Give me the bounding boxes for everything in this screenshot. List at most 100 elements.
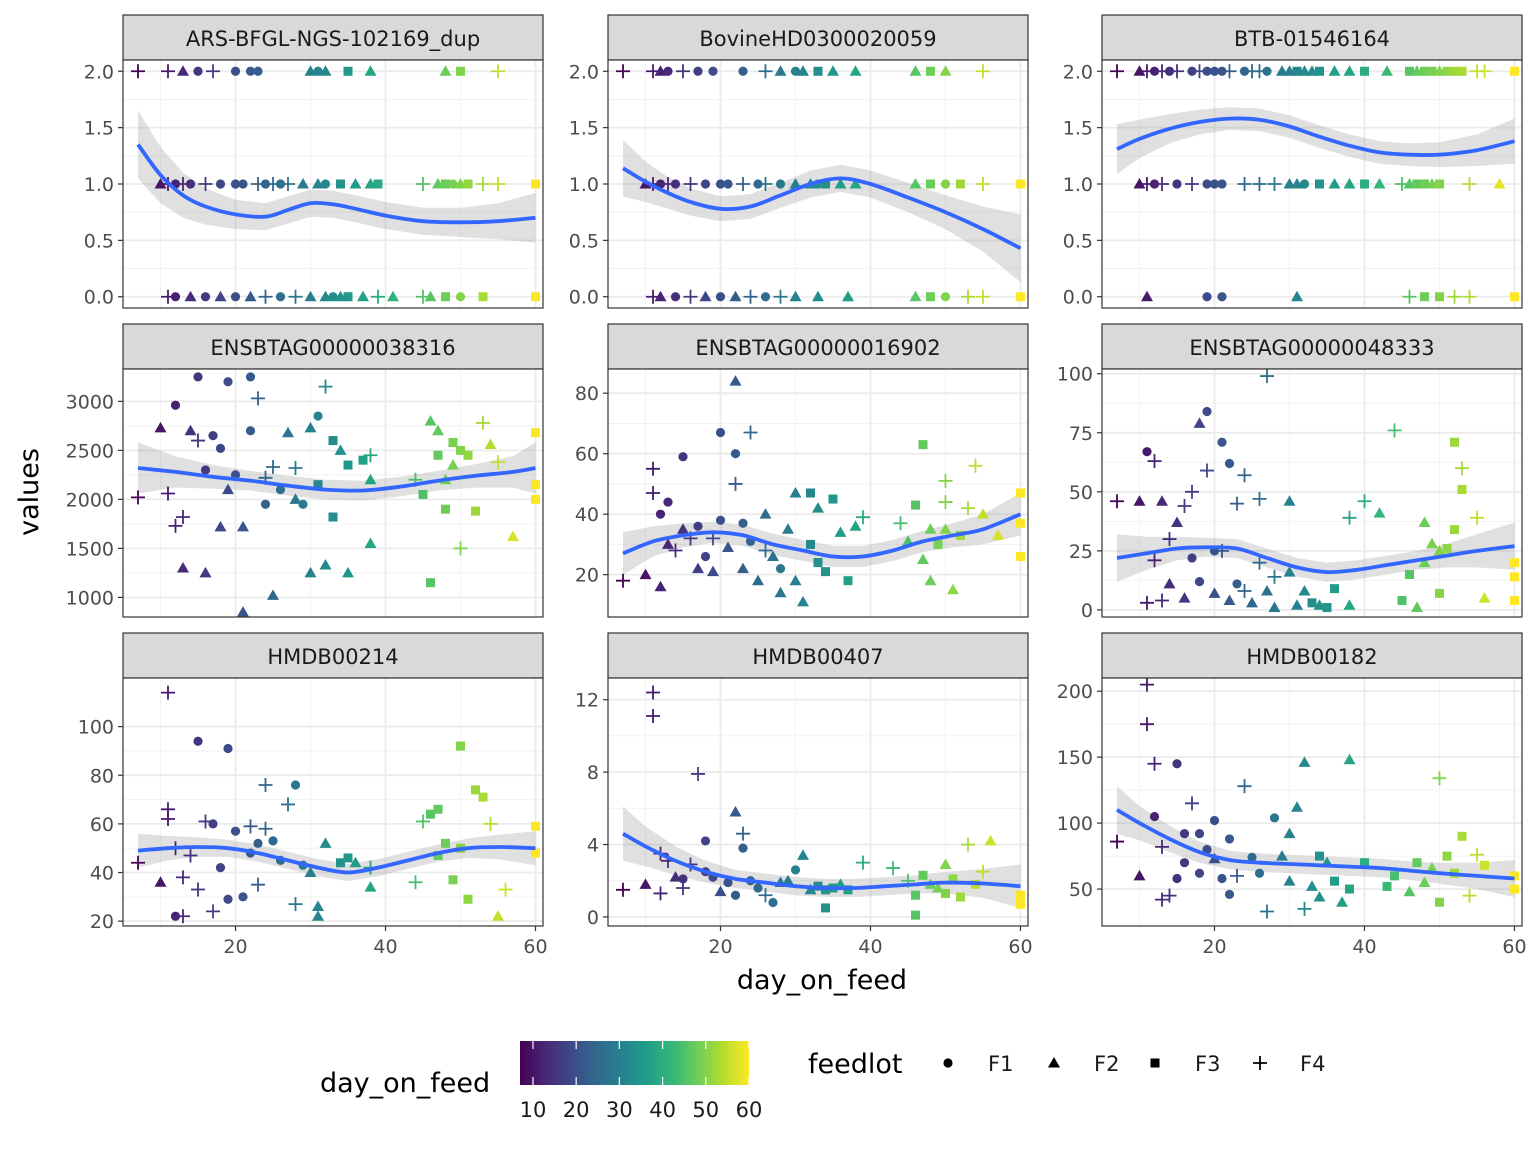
data-point — [668, 543, 683, 558]
data-point — [1493, 178, 1506, 189]
y-tick-label: 2.0 — [84, 61, 114, 83]
y-tick-label: 0.5 — [84, 230, 114, 252]
data-point — [821, 903, 830, 913]
data-point — [827, 65, 839, 76]
panel-plot-area — [616, 375, 1025, 607]
data-point — [1230, 496, 1244, 511]
data-point — [730, 890, 741, 900]
data-point — [328, 292, 338, 302]
data-point — [1147, 756, 1162, 771]
shape-legend-title: feedlot — [808, 1049, 902, 1080]
data-point — [1217, 873, 1227, 884]
data-point — [1360, 179, 1369, 189]
data-point — [1420, 66, 1429, 76]
data-point — [177, 561, 189, 573]
data-point — [1209, 815, 1220, 826]
data-point — [455, 292, 466, 302]
data-point — [1187, 553, 1197, 563]
panel-grid — [1102, 369, 1522, 617]
x-tick-label: 60 — [1502, 936, 1526, 958]
data-point — [230, 179, 241, 189]
data-point — [433, 850, 443, 860]
y-tick-label: 25 — [1069, 541, 1093, 563]
data-point — [939, 523, 952, 534]
data-point — [371, 289, 385, 304]
data-point — [304, 421, 317, 433]
data-point — [760, 292, 771, 302]
data-point — [1510, 871, 1519, 881]
data-point — [1426, 861, 1438, 873]
data-point — [245, 372, 256, 382]
confidence-band — [1117, 107, 1515, 174]
data-point — [940, 179, 951, 189]
data-point — [199, 566, 212, 578]
data-point — [758, 543, 773, 558]
color-legend-tick-label: 10 — [520, 1098, 547, 1122]
data-point — [654, 580, 667, 592]
data-point — [1343, 65, 1356, 76]
data-point — [1016, 179, 1025, 189]
data-point — [834, 526, 847, 537]
y-tick-label: 1.5 — [1063, 118, 1093, 140]
data-point — [1477, 64, 1492, 79]
data-point — [1412, 179, 1422, 189]
data-point — [1435, 897, 1444, 907]
data-point — [364, 537, 377, 548]
data-point — [168, 518, 183, 533]
data-point — [646, 461, 660, 476]
data-point — [448, 438, 458, 448]
data-point — [683, 177, 698, 191]
data-point — [1162, 532, 1177, 547]
data-point — [215, 179, 226, 189]
data-point — [1322, 603, 1332, 613]
data-point — [432, 424, 444, 436]
legend-key-circle — [943, 1058, 953, 1068]
smooth-line — [1116, 116, 1515, 158]
data-point — [1435, 179, 1444, 189]
y-tick-label: 3000 — [66, 391, 114, 413]
data-point — [1298, 585, 1311, 596]
facet-title: ENSBTAG00000016902 — [695, 336, 940, 360]
data-point — [1016, 890, 1025, 900]
data-point — [909, 65, 922, 76]
data-point — [856, 855, 870, 870]
data-point — [408, 875, 423, 890]
data-point — [639, 568, 652, 580]
data-point — [245, 426, 256, 436]
data-point — [976, 64, 990, 79]
data-point — [193, 736, 203, 746]
data-point — [1510, 292, 1519, 302]
data-point — [215, 863, 226, 873]
panel-plot-area — [131, 372, 540, 617]
data-point — [206, 904, 220, 919]
data-point — [1202, 844, 1212, 855]
y-tick-label: 100 — [78, 717, 114, 739]
data-point — [161, 812, 175, 827]
data-point — [1200, 463, 1214, 478]
data-point — [753, 179, 763, 189]
data-point — [416, 177, 430, 191]
shape-legend-label: F3 — [1195, 1052, 1220, 1076]
data-point — [416, 814, 430, 829]
data-point — [531, 179, 540, 189]
data-point — [977, 508, 989, 519]
facet-panel: BTB-01546164 0.0 0.5 1.0 1.5 2.0 — [1063, 14, 1523, 309]
data-point — [177, 65, 189, 76]
data-point — [1345, 884, 1354, 894]
data-point — [1142, 447, 1152, 457]
x-tick-label: 40 — [373, 936, 397, 958]
data-point — [730, 449, 741, 459]
data-point — [1140, 595, 1154, 610]
data-point — [448, 875, 458, 885]
data-point — [1470, 510, 1484, 525]
data-point — [789, 574, 802, 586]
data-point — [237, 606, 249, 617]
data-point — [961, 501, 975, 516]
data-point — [715, 427, 726, 438]
data-point — [1291, 599, 1303, 610]
data-point — [230, 66, 241, 76]
data-point — [1291, 290, 1303, 302]
data-point — [1420, 179, 1429, 189]
data-point — [729, 375, 742, 386]
facet-title: HMDB00182 — [1246, 645, 1377, 669]
